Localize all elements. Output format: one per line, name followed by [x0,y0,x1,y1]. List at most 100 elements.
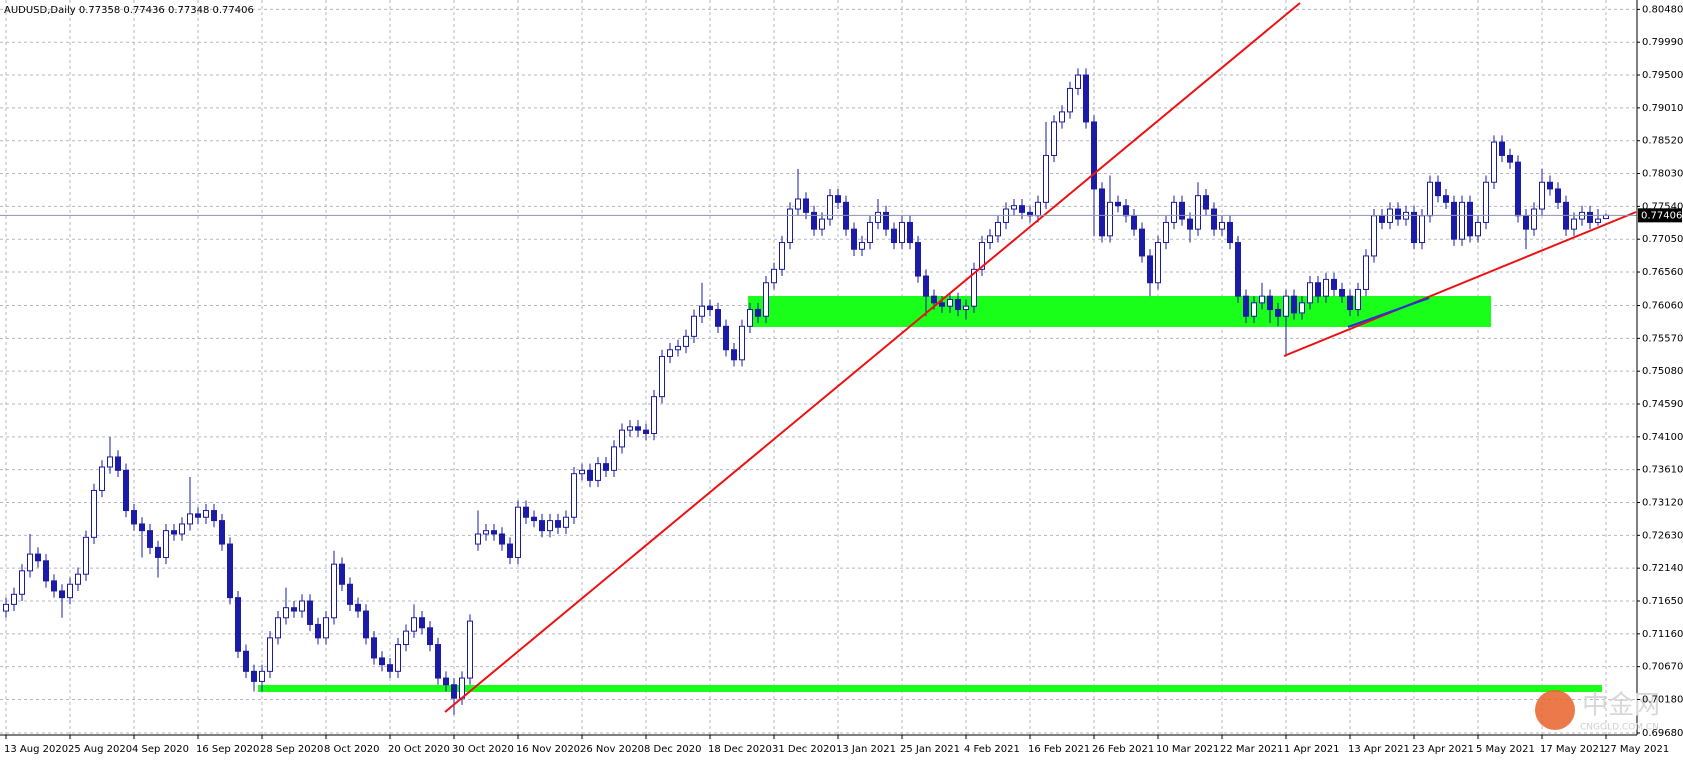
x-tick-label: 25 Aug 2020 [68,744,132,755]
y-tick-label: 0.78030 [1642,169,1683,180]
support-zone [748,296,1491,327]
candle-body [371,637,377,659]
trend-line [1283,211,1637,357]
chart-title: AUDUSD,Daily 0.77358 0.77436 0.77348 0.7… [4,5,254,16]
y-tick-label: 0.74100 [1642,432,1683,443]
x-tick-label: 27 May 2021 [1604,744,1669,755]
trend-line [1347,297,1430,328]
candle-body [619,429,625,448]
candle-body [595,463,601,481]
candle-body [227,543,233,599]
candle-body [3,603,9,612]
candle-body [427,627,433,646]
candle-body [235,597,241,652]
candle-body [635,426,641,431]
candle-body [851,228,857,250]
y-tick-label: 0.75570 [1642,333,1683,344]
y-tick-label: 0.76560 [1642,267,1683,278]
candle-body [131,510,137,525]
watermark: 中金网 [1582,691,1660,721]
candle-body [827,195,833,220]
candle-body [1107,201,1113,237]
current-price-box [1638,208,1682,223]
candle-body [755,309,761,317]
candle-body [147,530,153,548]
x-tick-label: 4 Feb 2021 [964,744,1020,755]
candle-body [1419,215,1425,244]
candle-body [1339,288,1345,297]
candle-body [291,607,297,612]
candle-body [779,242,785,270]
candle-body [515,506,521,558]
candle-body [1035,201,1041,217]
candle-body [699,305,705,317]
candle-body [1531,208,1537,230]
candle-body [507,543,513,558]
candle-body [723,325,729,351]
candle-body [411,617,417,632]
candle-body [771,268,777,284]
candle-body [795,198,801,210]
candle-body [651,396,657,434]
candle-body [19,570,25,595]
candle-body [1211,208,1217,230]
candle-body [123,469,129,512]
candle-body [1091,121,1097,190]
candle-body [555,520,561,528]
candle-body [899,221,905,244]
candle-body [907,221,913,244]
candle-body [1131,215,1137,230]
candle-body [915,242,921,277]
candle-body [1467,201,1473,237]
candle-body [1427,181,1433,217]
candle-body [387,664,393,672]
candle-body [1195,195,1201,230]
x-tick-label: 30 Oct 2020 [452,744,514,755]
x-tick-label: 26 Feb 2021 [1092,744,1154,755]
candle-body [1075,74,1081,89]
candle-body [539,520,545,532]
candle-body [867,221,873,244]
candle-body [587,469,593,481]
y-tick-label: 0.79990 [1642,37,1683,48]
candle-body [571,473,577,518]
candle-body [299,600,305,612]
y-tick-label: 0.72630 [1642,530,1683,541]
x-tick-label: 4 Sep 2020 [132,744,189,755]
candle-body [243,650,249,672]
candle-body [75,573,81,585]
x-tick-label: 1 Apr 2021 [1284,744,1339,755]
candle-body [963,305,969,311]
candle-body [107,456,113,468]
candle-body [1595,218,1601,223]
current-price-label: 0.77406 [1641,210,1682,221]
candle-body [203,510,209,518]
candle-body [971,268,977,307]
candle-body [1251,302,1257,317]
candle-body [1515,161,1521,217]
candle-body [1163,221,1169,244]
y-tick-label: 0.77540 [1642,201,1683,212]
candle-body [939,302,945,307]
candle-body [715,309,721,327]
candle-body [659,355,665,398]
x-tick-label: 16 Nov 2020 [516,744,580,755]
candle-body [475,533,481,545]
candle-body [171,530,177,535]
candle-body [1011,205,1017,210]
candle-body [1539,181,1545,210]
candle-body [1083,74,1089,123]
candle-body [1371,215,1377,257]
candle-body [1115,201,1121,207]
candle-body [643,429,649,434]
x-tick-label: 8 Dec 2020 [644,744,702,755]
y-tick-label: 0.80480 [1642,4,1683,15]
candle-body [739,325,745,361]
candle-body [1275,309,1281,317]
candle-body [379,657,385,666]
candle-body [355,603,361,612]
y-tick-label: 0.74590 [1642,399,1683,410]
x-tick-label: 17 May 2021 [1540,744,1605,755]
